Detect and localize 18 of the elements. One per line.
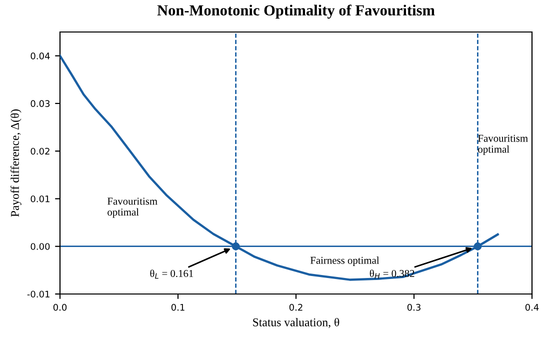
- y-tick-label: -0.01: [27, 290, 50, 298]
- x-axis-title: Status valuation, θ: [253, 318, 340, 328]
- x-tick-label: 0.3: [407, 304, 420, 311]
- y-tick-label: 0.00: [30, 243, 50, 250]
- annotation: Favouritism optimal: [478, 134, 528, 155]
- y-tick-label: 0.04: [30, 52, 50, 60]
- x-tick-label: 0.2: [289, 304, 302, 311]
- y-tick-label: 0.03: [30, 100, 50, 108]
- y-tick-label: 0.01: [30, 195, 50, 202]
- chart-title: Non-Monotonic Optimality of Favouritism: [157, 4, 435, 19]
- annotation: θ$_{L}$ = 0.161: [150, 270, 194, 279]
- x-tick-label: 0.0: [53, 304, 67, 311]
- annotation: Favouritism optimal: [108, 198, 158, 218]
- x-tick-label: 0.1: [171, 304, 184, 311]
- y-axis-title: Payoff difference, Δ(θ): [10, 109, 22, 217]
- y-tick-label: 0.02: [30, 148, 50, 155]
- annotation: Fairness optimal: [310, 256, 380, 266]
- x-tick-label: 0.4: [525, 304, 539, 311]
